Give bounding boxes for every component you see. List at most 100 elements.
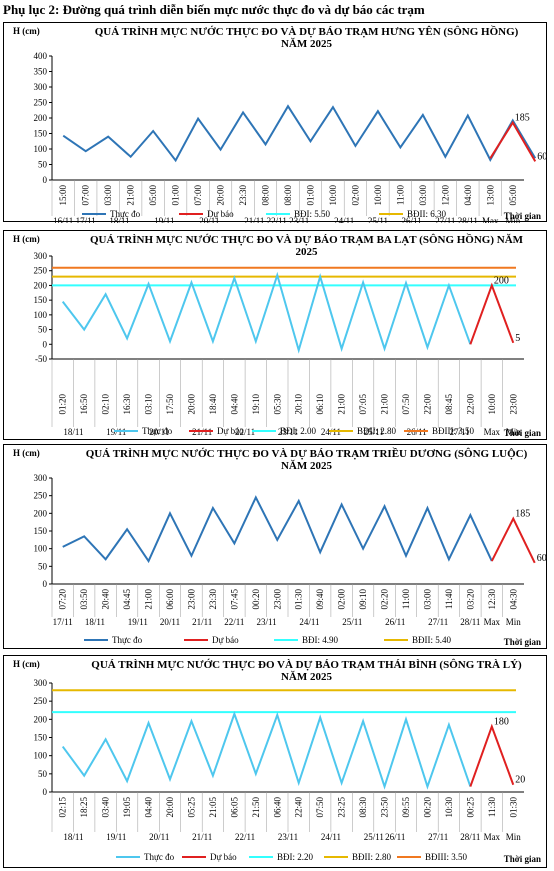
legend-item-bd2: BĐII: 6.30 <box>379 209 446 219</box>
date-label: Min <box>506 427 522 437</box>
x-tick-label: 01:00 <box>305 185 315 206</box>
date-label: 21/11 <box>244 216 264 223</box>
date-label: 25/11 <box>364 427 384 437</box>
legend-item-bd1: BĐI: 5.50 <box>266 209 330 219</box>
chart-plot: -50 0 50 100 150 200 250 300 01:20 16:50 02:10 16:3… <box>34 251 524 437</box>
y-tick-label: 150 <box>34 129 48 139</box>
date-label: 26/11 <box>385 617 405 627</box>
x-tick-label: 21:05 <box>208 797 218 818</box>
legend-item-forecast: Dự báo <box>189 426 244 436</box>
x-tick-label: 02:00 <box>350 185 360 206</box>
x-tick-label: 01:00 <box>171 185 181 206</box>
date-label: 20/11 <box>149 427 169 437</box>
y-axis-label: H (cm) <box>13 26 40 36</box>
date-label: 22/11 <box>224 617 244 627</box>
date-label: 27/11 <box>428 617 448 627</box>
y-tick-label: 300 <box>34 82 48 92</box>
x-tick-label: 02:15 <box>58 797 68 818</box>
x-tick-label: 03:10 <box>144 394 154 415</box>
y-tick-label: 300 <box>34 473 48 483</box>
x-tick-label: 06:10 <box>315 394 325 415</box>
x-tick-label: 23:30 <box>208 589 218 610</box>
legend-item-bd1: BĐI: 4.90 <box>274 635 338 645</box>
data-label: 5 <box>515 333 520 344</box>
date-label: 19/11 <box>128 617 148 627</box>
x-axis-label: Thời gian <box>503 854 541 864</box>
x-tick-label: 20:00 <box>186 394 196 415</box>
x-tick-label: 02:10 <box>101 394 111 415</box>
date-label: 19/11 <box>106 832 126 842</box>
x-tick-label: 03:20 <box>465 589 475 610</box>
x-tick-label: 15:00 <box>58 185 68 206</box>
legend-item-bd2: BĐII: 5.40 <box>384 635 451 645</box>
chart-title: QUÁ TRÌNH MỰC NƯỚC THỰC ĐO VÀ DỰ BÁO TRẠ… <box>85 448 528 472</box>
legend-item-bd1: BĐI: 2.20 <box>249 852 313 862</box>
x-tick-label: 08:30 <box>358 797 368 818</box>
date-label: 26/11 <box>402 216 422 223</box>
x-tick-label: 20:00 <box>216 185 226 206</box>
y-axis-label: H (cm) <box>13 448 40 458</box>
chart-plot: 0 50 100 150 200 250 300 02:15 18:25 03:40 19:05 04… <box>34 678 526 842</box>
x-tick-label: 04:40 <box>229 394 239 415</box>
series-line-observed <box>62 495 493 564</box>
y-tick-label: 150 <box>34 295 48 305</box>
x-tick-label: 22:00 <box>465 394 475 415</box>
legend-item-observed: Thực đo <box>116 852 174 862</box>
date-label: 22/11 <box>235 427 255 437</box>
date-label: 25/11 <box>342 617 362 627</box>
y-tick-label: 0 <box>43 579 48 589</box>
x-tick-label: 09:10 <box>358 589 368 610</box>
legend-item-observed: Thực đo <box>84 635 142 645</box>
chart-panel-thai-binh: H (cm) QUÁ TRÌNH MỰC NƯỚC THỰC ĐO VÀ DỰ … <box>3 655 547 868</box>
date-label: 25/11 <box>364 832 384 842</box>
y-axis-label: H (cm) <box>13 234 40 244</box>
x-tick-label: 07:50 <box>401 394 411 415</box>
x-tick-label: 05:00 <box>508 185 518 206</box>
date-label: Max <box>484 427 501 437</box>
date-label: 27/11 <box>450 427 470 437</box>
x-tick-label: 06:05 <box>229 797 239 818</box>
chart-title: QUÁ TRÌNH MỰC NƯỚC THỰC ĐO VÀ DỰ BÁO TRẠ… <box>89 234 524 258</box>
x-axis-label: Thời gian <box>503 637 541 647</box>
date-label: 24/11 <box>334 216 354 223</box>
x-tick-label: 16:30 <box>122 394 132 415</box>
x-tick-label: 11:30 <box>487 797 497 818</box>
y-tick-label: 100 <box>34 544 48 554</box>
y-tick-label: 50 <box>38 325 48 335</box>
y-tick-label: 50 <box>38 769 48 779</box>
y-tick-label: 300 <box>34 678 48 688</box>
x-tick-label: 23:25 <box>337 797 347 818</box>
x-tick-label: 07:05 <box>358 394 368 415</box>
x-tick-label: 07:00 <box>81 185 91 206</box>
y-tick-label: 200 <box>34 113 48 123</box>
legend-item-bd3: BĐIII: 3.50 <box>397 852 467 862</box>
date-label: 24/11 <box>321 427 341 437</box>
y-tick-label: 150 <box>34 526 48 536</box>
y-tick-label: 0 <box>43 787 48 797</box>
x-tick-label: 13:00 <box>485 185 495 206</box>
date-label: 23/11 <box>278 427 298 437</box>
x-tick-label: 10:00 <box>328 185 338 206</box>
x-tick-label: 07:00 <box>193 185 203 206</box>
date-label: 20/11 <box>149 832 169 842</box>
x-tick-label: 21:00 <box>126 185 136 206</box>
series-line-forecast <box>490 516 536 564</box>
date-label: 20/11 <box>160 617 180 627</box>
data-label: 185 <box>515 509 530 520</box>
x-axis-label: Thời gian <box>503 211 541 221</box>
series-line-forecast <box>489 120 537 162</box>
x-tick-label: 05:00 <box>148 185 158 206</box>
x-tick-label: 03:40 <box>101 797 111 818</box>
date-label: 27/11 <box>435 216 455 223</box>
series-line-observed <box>61 710 472 790</box>
x-tick-label: 22:40 <box>294 797 304 818</box>
x-tick-label: 00:20 <box>422 797 432 818</box>
y-tick-label: 200 <box>34 508 48 518</box>
y-tick-label: 100 <box>34 751 48 761</box>
data-label: 60 <box>537 151 547 162</box>
series-line-observed <box>61 271 472 354</box>
legend-item-bd2: BĐII: 2.80 <box>329 426 396 436</box>
date-label: Max <box>482 216 499 223</box>
x-tick-label: 06:40 <box>272 797 282 818</box>
x-tick-label: 01:20 <box>58 394 68 415</box>
